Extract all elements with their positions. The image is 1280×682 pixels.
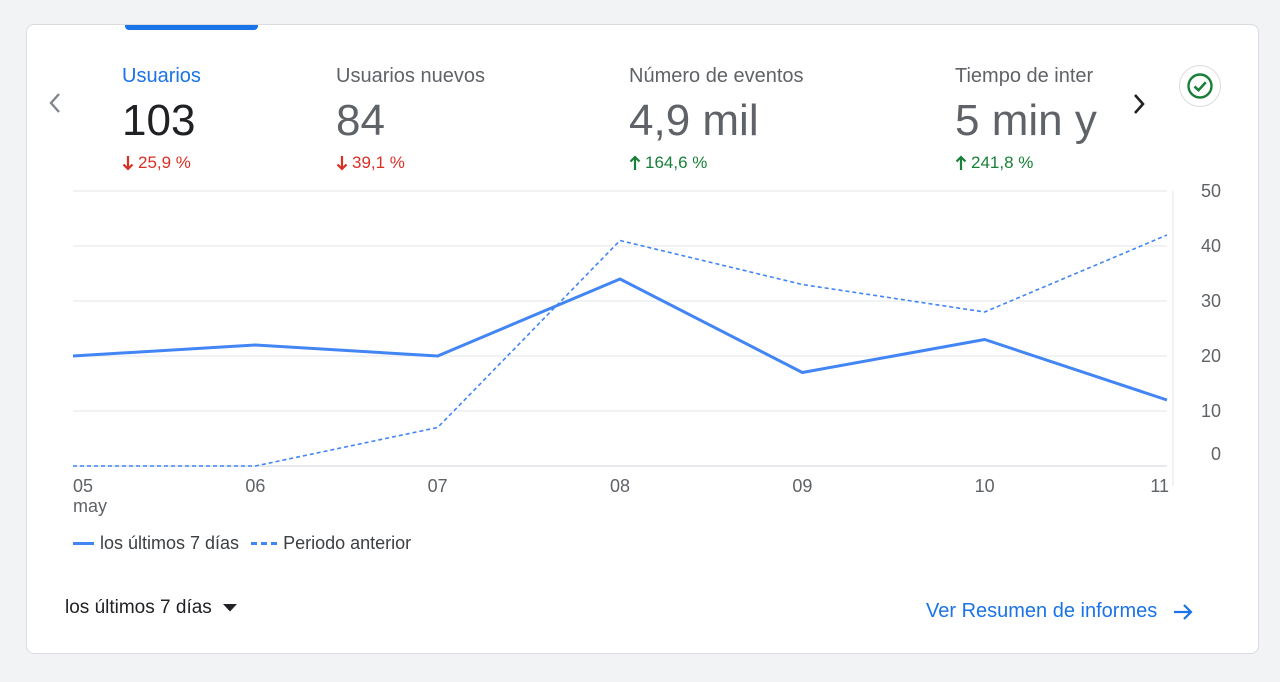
metric-label: Usuarios — [122, 65, 201, 87]
arrow-up-icon — [955, 155, 967, 170]
metric-delta-value: 39,1 % — [352, 153, 405, 172]
series-line-current — [72, 277, 1168, 402]
x-tick-label: 08 — [610, 476, 630, 496]
caret-down-icon — [222, 604, 237, 612]
x-tick-label: 10 — [975, 476, 995, 496]
y-tick-label: 20 — [1201, 346, 1221, 366]
legend-swatch-solid — [73, 542, 94, 545]
metric-value: 103 — [122, 96, 196, 145]
metric-value: 84 — [336, 96, 385, 145]
metric-value: 4,9 mil — [629, 96, 759, 145]
metric-delta: 25,9 % — [122, 152, 201, 174]
legend-item-current[interactable]: los últimos 7 días — [73, 533, 239, 554]
legend-item-previous[interactable]: Periodo anterior — [251, 533, 411, 554]
view-reports-label: Ver Resumen de informes — [926, 600, 1158, 622]
x-tick-label: 05 may — [73, 476, 107, 516]
metric-delta: 241,8 % — [955, 152, 1097, 174]
arrow-up-icon — [629, 155, 641, 170]
chevron-right-icon[interactable] — [1125, 87, 1153, 121]
y-tick-label: 10 — [1201, 401, 1221, 421]
metric-label: Tiempo de inter — [955, 65, 1094, 87]
legend-label-previous: Periodo anterior — [283, 533, 412, 553]
metric-delta-value: 164,6 % — [645, 153, 708, 172]
metric-tab-usuarios[interactable]: Usuarios 103 25,9 % — [122, 63, 201, 174]
x-tick-label: 07 — [428, 476, 448, 496]
metric-delta: 39,1 % — [336, 152, 485, 174]
date-range-dropdown[interactable]: los últimos 7 días — [65, 597, 238, 619]
metric-value: 5 min y — [955, 96, 1097, 145]
series-line-previous — [73, 234, 1168, 467]
metrics-row: Usuarios 103 25,9 % Usuarios nuevos 84 3… — [27, 25, 1112, 185]
arrow-right-icon — [1174, 603, 1193, 620]
line-chart: 50 40 30 20 10 0 05 may 06 07 08 09 10 11 — [72, 181, 1221, 516]
arrow-down-icon — [122, 156, 134, 171]
legend-swatch-dashed — [251, 542, 278, 545]
metric-delta: 164,6 % — [629, 152, 804, 174]
y-tick-label: 30 — [1201, 291, 1221, 311]
metric-tab-numero-eventos[interactable]: Número de eventos 4,9 mil 164,6 % — [629, 63, 804, 174]
date-range-label: los últimos 7 días — [65, 597, 212, 618]
active-tab-indicator — [125, 25, 258, 30]
x-tick-label: 06 — [245, 476, 265, 496]
x-tick-label: 11 — [1150, 476, 1169, 496]
y-tick-label: 50 — [1201, 181, 1221, 201]
metric-tab-tiempo-interaccion[interactable]: Tiempo de inter 5 min y 241,8 % — [955, 63, 1097, 174]
check-circle-icon[interactable] — [1179, 65, 1221, 107]
legend-label-current: los últimos 7 días — [100, 533, 240, 553]
metric-label: Número de eventos — [629, 65, 804, 87]
x-tick-label: 09 — [792, 476, 812, 496]
y-tick-label: 0 — [1211, 444, 1221, 464]
metric-delta-value: 241,8 % — [971, 153, 1034, 172]
y-tick-label: 40 — [1201, 236, 1221, 256]
view-reports-link[interactable]: Ver Resumen de informes — [926, 600, 1193, 623]
metric-label: Usuarios nuevos — [336, 65, 485, 87]
summary-card: Usuarios 103 25,9 % Usuarios nuevos 84 3… — [26, 24, 1259, 654]
metric-delta-value: 25,9 % — [138, 153, 191, 172]
chevron-left-icon[interactable] — [41, 87, 69, 119]
chart-legend: los últimos 7 días Periodo anterior — [73, 533, 423, 554]
arrow-down-icon — [336, 156, 348, 171]
metric-tab-usuarios-nuevos[interactable]: Usuarios nuevos 84 39,1 % — [336, 63, 485, 174]
